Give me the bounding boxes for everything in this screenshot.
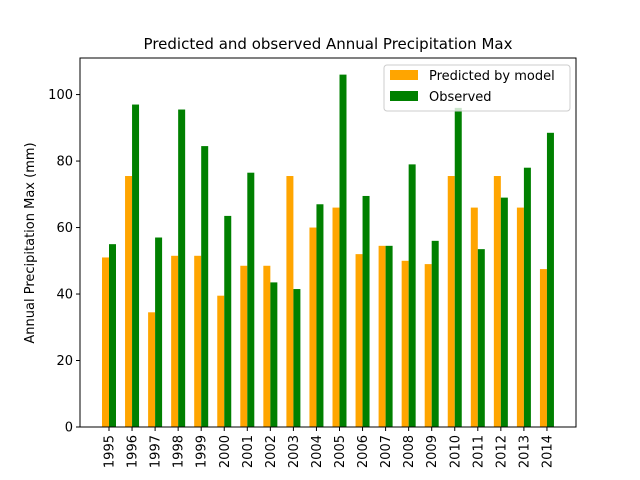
x-axis: 1995 1996 1997 1998 1999 2000 2001 2002 2003 2004… — [103, 427, 555, 468]
y-tick-label: 40 — [56, 288, 73, 303]
y-tick-label: 80 — [56, 155, 73, 170]
observed-bar-2014 — [546, 132, 554, 427]
x-tick-label: 2007 — [379, 435, 394, 468]
predicted-bar-2010 — [447, 176, 455, 427]
observed-bar-2000 — [224, 215, 232, 427]
x-tick-label: 2004 — [310, 435, 325, 468]
observed-bar-2005 — [339, 74, 347, 428]
x-tick-label: 2000 — [218, 435, 233, 468]
x-tick-label: 2010 — [448, 435, 463, 468]
predicted-bar-2005 — [332, 207, 340, 427]
observed-bar-2002 — [270, 282, 278, 427]
y-tick-label: 0 — [65, 421, 73, 436]
x-tick-label: 1999 — [195, 435, 210, 468]
x-tick-label: 2014 — [540, 435, 555, 468]
predicted-bar-2003 — [286, 176, 294, 427]
x-tick-label: 2013 — [517, 435, 532, 468]
predicted-bar-1997 — [148, 312, 156, 427]
observed-bar-2004 — [316, 204, 324, 427]
predicted-bar-2013 — [516, 207, 524, 427]
chart-title: Predicted and observed Annual Precipitat… — [144, 35, 513, 53]
x-tick-label: 1998 — [172, 435, 187, 468]
x-tick-label: 2006 — [356, 435, 371, 468]
predicted-bar-2014 — [539, 269, 547, 427]
observed-bar-1996 — [132, 104, 140, 428]
plot-area: 0 20 40 60 80 100 1995 1996 1997 1998 1999 2000 200… — [48, 57, 577, 468]
observed-bar-2001 — [247, 172, 255, 427]
observed-bar-1999 — [201, 146, 209, 427]
y-tick-label: 100 — [48, 88, 73, 103]
x-tick-label: 2009 — [425, 435, 440, 468]
observed-bar-2010 — [454, 107, 462, 427]
x-tick-label: 1996 — [126, 435, 141, 468]
legend-swatch — [390, 91, 418, 101]
legend-swatch — [390, 70, 418, 80]
observed-bar-2006 — [362, 195, 370, 427]
observed-bar-2007 — [385, 245, 393, 427]
predicted-bar-1999 — [194, 255, 202, 427]
predicted-bar-1995 — [102, 257, 109, 427]
legend: Predicted by model Observed — [383, 64, 571, 112]
y-axis-label: Annual Precipitation Max (mm) — [23, 142, 38, 343]
predicted-bar-2004 — [309, 227, 317, 427]
observed-bar-1998 — [178, 109, 186, 427]
legend-label: Observed — [429, 90, 492, 105]
predicted-bar-1998 — [171, 255, 179, 427]
predicted-bar-2008 — [401, 260, 409, 427]
observed-bar-2012 — [500, 197, 508, 427]
x-tick-label: 2012 — [494, 435, 509, 468]
observed-bar-2003 — [293, 289, 301, 427]
predicted-bar-2007 — [378, 245, 386, 427]
x-tick-label: 2002 — [264, 435, 279, 468]
legend-box — [383, 64, 571, 112]
predicted-bar-2009 — [424, 264, 432, 427]
predicted-bar-2006 — [355, 254, 363, 427]
predicted-bar-2011 — [470, 207, 478, 427]
x-tick-label: 2003 — [287, 435, 302, 468]
x-tick-label: 2008 — [402, 435, 417, 468]
y-tick-label: 60 — [56, 221, 73, 236]
x-tick-label: 1995 — [103, 435, 118, 468]
y-tick-label: 20 — [56, 354, 73, 369]
x-tick-label: 2001 — [241, 435, 256, 468]
y-axis: 0 20 40 60 80 100 — [48, 88, 80, 436]
observed-bar-2013 — [523, 167, 531, 427]
x-tick-label: 2005 — [333, 435, 348, 468]
observed-bar-1997 — [155, 237, 163, 427]
observed-bar-2008 — [408, 164, 416, 428]
observed-bar-2011 — [477, 249, 485, 427]
predicted-bar-1996 — [125, 176, 133, 427]
predicted-bar-2001 — [240, 265, 248, 427]
observed-bar-1995 — [109, 244, 116, 427]
predicted-bar-2002 — [263, 265, 271, 427]
x-tick-label: 2011 — [471, 435, 486, 468]
bars-group — [102, 74, 554, 428]
observed-bar-2009 — [431, 240, 439, 427]
predicted-bar-2000 — [217, 295, 225, 427]
legend-label: Predicted by model — [429, 69, 555, 84]
predicted-bar-2012 — [493, 176, 501, 427]
axes-frame — [79, 57, 577, 428]
x-tick-label: 1997 — [149, 435, 164, 468]
